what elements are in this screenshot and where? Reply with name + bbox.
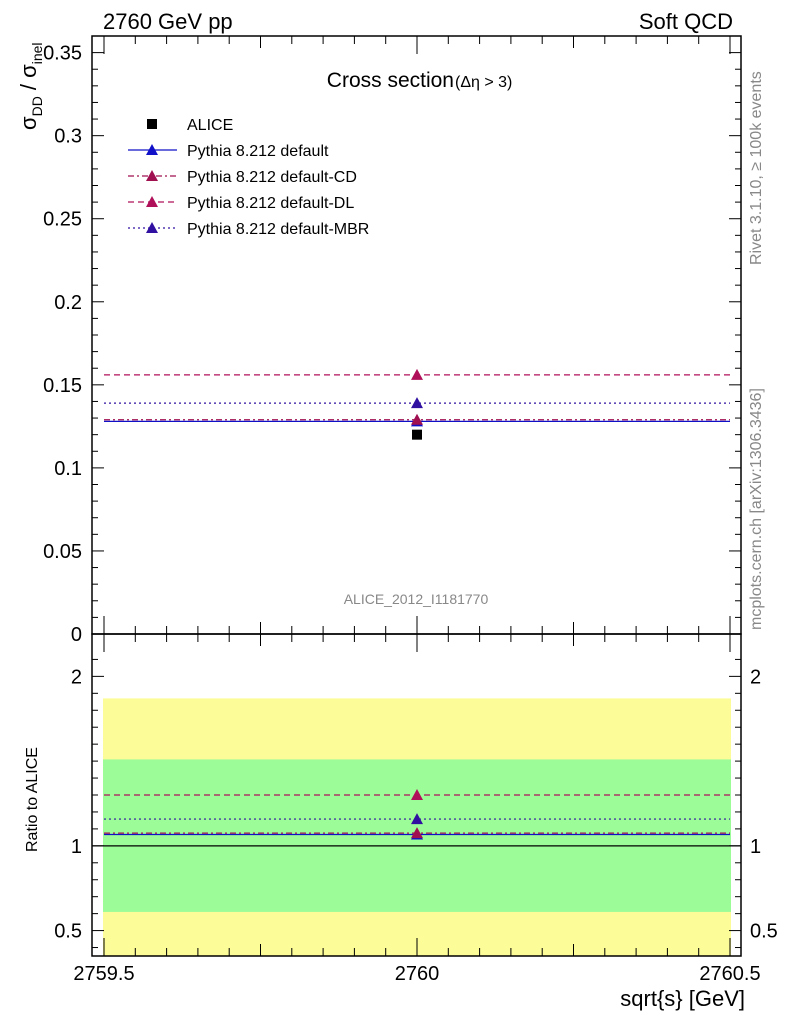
ratio-x-ticks: 2759.5 2760 2760.5 — [73, 634, 761, 985]
ratio-y-tick-label-right: 2 — [750, 666, 761, 688]
main-y-tick-label: 0.25 — [43, 209, 82, 231]
x-tick-label: 2760.5 — [699, 963, 760, 985]
ratio-y-tick-label: 2 — [71, 666, 82, 688]
legend-label: ALICE — [187, 117, 233, 134]
x-tick-label: 2760 — [395, 963, 440, 985]
ratio-series-marker — [411, 789, 423, 800]
y-label-sub-inel: inel — [29, 42, 45, 64]
ratio-y-tick-label-right: 0.5 — [750, 921, 778, 943]
legend-marker-triangle — [146, 144, 158, 155]
series-marker — [411, 413, 423, 425]
legend-label: Pythia 8.212 default-DL — [187, 195, 354, 212]
chart-title-main: Cross section — [327, 69, 454, 92]
y-label-sub-dd: DD — [29, 96, 45, 116]
x-axis-label: sqrt{s} [GeV] — [620, 986, 745, 1011]
ratio-panel: 0.5 0.5 1 1 2 2 2759.5 2760 2760.5 Ratio to ALI… — [24, 633, 778, 1011]
series-marker — [411, 368, 423, 380]
series-marker — [411, 397, 423, 409]
ratio-y-tick-label: 1 — [71, 836, 82, 858]
legend-marker-triangle — [146, 196, 158, 207]
main-y-tick-label: 0.2 — [54, 292, 82, 314]
main-y-tick-label: 0.35 — [43, 43, 82, 65]
ratio-series-markers — [411, 789, 423, 840]
ratio-y-tick-label: 0.5 — [54, 921, 82, 943]
ratio-y-label: Ratio to ALICE — [24, 747, 41, 852]
y-label-sigma: σ — [16, 116, 41, 130]
header-right: Soft QCD — [639, 9, 733, 34]
ratio-series-marker — [411, 827, 423, 839]
header-left: 2760 GeV pp — [103, 9, 233, 34]
rivet-label: Rivet 3.1.10, ≥ 100k events — [748, 71, 765, 265]
chart-title: Cross section — [327, 69, 454, 92]
main-y-label: σDD / σinel — [16, 42, 45, 130]
legend-marker-square — [147, 119, 157, 129]
legend-marker-triangle — [146, 222, 158, 233]
main-y-ticks: 0 0.05 0.1 0.15 0.2 0.25 0.3 0.35 — [43, 35, 741, 646]
ratio-y-ticks: 0.5 0.5 1 1 2 2 — [54, 658, 778, 949]
ratio-frame — [91, 633, 742, 957]
chart-title-sub: (Δη > 3) — [455, 74, 512, 91]
legend-label: Pythia 8.212 default-MBR — [187, 221, 369, 238]
main-panel: 0 0.05 0.1 0.15 0.2 0.25 0.3 0.35 Cross section… — [16, 35, 742, 646]
main-y-tick-label: 0.3 — [54, 126, 82, 148]
ratio-series-marker — [411, 813, 423, 825]
y-label-mid: / σ — [16, 64, 41, 96]
legend: ALICE Pythia 8.212 default Pythia 8.212 de… — [128, 117, 369, 238]
mcplots-label: mcplots.cern.ch [arXiv:1306.3436] — [748, 388, 765, 630]
main-x-ticks — [103, 36, 731, 634]
ratio-y-tick-label-right: 1 — [750, 836, 761, 858]
legend-label: Pythia 8.212 default-CD — [187, 169, 357, 186]
legend-marker-triangle — [146, 170, 158, 181]
alice-data-point — [412, 429, 422, 440]
analysis-watermark: ALICE_2012_I1181770 — [344, 591, 489, 607]
main-y-tick-label: 0 — [71, 624, 82, 646]
x-tick-label: 2759.5 — [73, 963, 134, 985]
main-y-tick-label: 0.05 — [43, 541, 82, 563]
main-y-tick-label: 0.1 — [54, 458, 82, 480]
main-y-tick-label: 0.15 — [43, 375, 82, 397]
legend-label: Pythia 8.212 default — [187, 143, 329, 160]
main-series-markers — [411, 368, 423, 440]
